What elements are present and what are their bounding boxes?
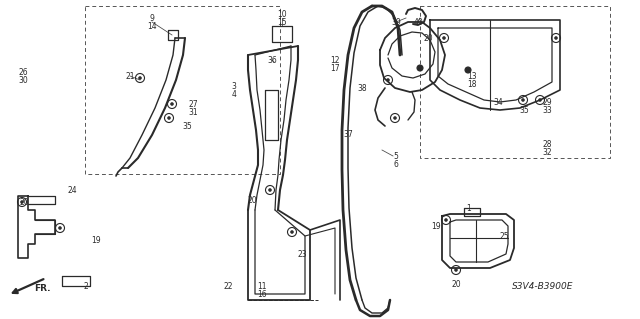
- Circle shape: [394, 117, 396, 119]
- Text: 40: 40: [413, 18, 423, 27]
- Text: 26: 26: [18, 68, 28, 77]
- Text: 5: 5: [393, 152, 398, 161]
- Text: 4: 4: [232, 90, 236, 99]
- Text: 3: 3: [232, 82, 236, 91]
- Text: 36: 36: [267, 56, 277, 65]
- Text: 1: 1: [466, 204, 471, 213]
- Circle shape: [417, 65, 423, 71]
- Text: 16: 16: [257, 290, 267, 299]
- Circle shape: [387, 79, 389, 81]
- Text: 14: 14: [147, 22, 157, 31]
- Circle shape: [139, 77, 141, 79]
- Text: 23: 23: [297, 250, 307, 259]
- Text: FR.: FR.: [34, 284, 51, 293]
- Circle shape: [443, 37, 445, 39]
- Text: 10: 10: [277, 10, 287, 19]
- Circle shape: [168, 117, 170, 119]
- Circle shape: [20, 201, 23, 203]
- Text: 34: 34: [493, 98, 503, 107]
- Text: 21: 21: [125, 72, 135, 81]
- Circle shape: [465, 67, 471, 73]
- Text: 31: 31: [188, 108, 198, 117]
- Circle shape: [171, 103, 173, 105]
- Text: 9: 9: [150, 14, 154, 23]
- Text: 29: 29: [542, 98, 552, 107]
- Text: 32: 32: [542, 148, 552, 157]
- Text: 15: 15: [277, 18, 287, 27]
- Text: 20: 20: [247, 196, 257, 205]
- Circle shape: [291, 231, 293, 233]
- Text: 28: 28: [542, 140, 552, 149]
- Text: 19: 19: [431, 222, 441, 231]
- Text: 17: 17: [330, 64, 340, 73]
- Circle shape: [555, 37, 557, 39]
- Text: 18: 18: [467, 80, 477, 89]
- Text: 11: 11: [257, 282, 267, 291]
- Circle shape: [455, 269, 457, 271]
- Text: 25: 25: [500, 232, 509, 241]
- Circle shape: [522, 99, 524, 101]
- Text: 27: 27: [188, 100, 198, 109]
- Text: S3V4-B3900E: S3V4-B3900E: [512, 282, 573, 291]
- Text: 39: 39: [391, 18, 401, 27]
- Text: 22: 22: [223, 282, 233, 291]
- Text: 20: 20: [451, 280, 461, 289]
- Text: 35: 35: [182, 122, 192, 131]
- Circle shape: [539, 99, 541, 101]
- Text: 20: 20: [19, 198, 29, 207]
- Text: 33: 33: [542, 106, 552, 115]
- Bar: [85, 6, 280, 174]
- Text: 19: 19: [91, 236, 101, 245]
- Text: 38: 38: [357, 84, 367, 93]
- Text: 37: 37: [343, 130, 353, 139]
- Text: 13: 13: [467, 72, 477, 81]
- Text: 35: 35: [519, 106, 529, 115]
- Text: 20: 20: [423, 34, 433, 43]
- Circle shape: [269, 189, 271, 191]
- Text: 12: 12: [330, 56, 340, 65]
- Bar: [420, 6, 610, 158]
- Circle shape: [445, 219, 447, 221]
- Text: 24: 24: [67, 186, 77, 195]
- Text: 30: 30: [18, 76, 28, 85]
- Circle shape: [59, 227, 61, 229]
- Text: 2: 2: [84, 282, 89, 291]
- Text: 6: 6: [393, 160, 398, 169]
